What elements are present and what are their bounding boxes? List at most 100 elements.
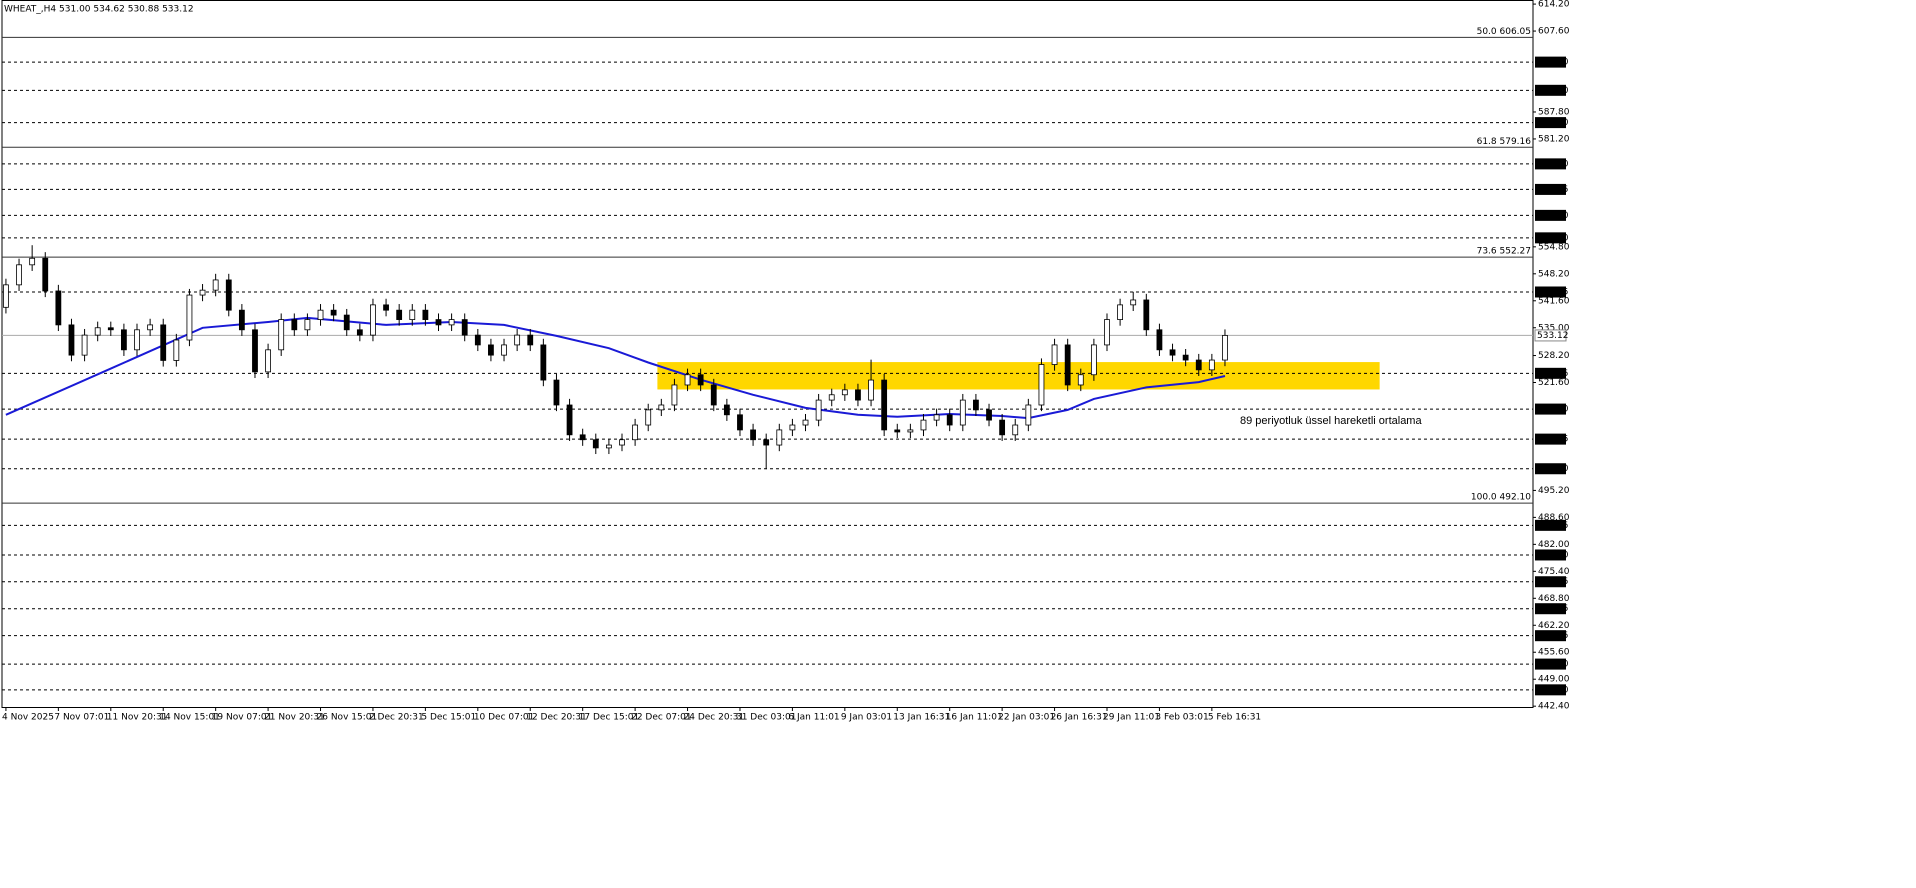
level-label-box: [1535, 630, 1566, 642]
candle-body: [1169, 349, 1176, 356]
y-tick-label: 554.80: [1538, 242, 1570, 252]
level-label: 543.75: [1537, 287, 1569, 297]
level-label: 500.50: [1537, 464, 1569, 474]
y-tick-label: 462.20: [1538, 621, 1570, 631]
x-tick-label: 29 Jan 11:01: [1103, 713, 1160, 723]
plot-frame: [1, 0, 1534, 708]
candle-body: [684, 374, 691, 386]
level-label: 593.10: [1537, 86, 1569, 96]
candle-body: [42, 257, 49, 292]
y-tick-label: 607.60: [1538, 27, 1570, 37]
y-tick-label: 482.00: [1538, 540, 1570, 550]
level-label-box: [1535, 286, 1566, 298]
candle-body: [461, 319, 468, 336]
candle-body: [737, 414, 743, 431]
candle-body: [697, 374, 704, 386]
candle-body: [238, 309, 245, 331]
level-label: 486.65: [1537, 521, 1569, 531]
candle-body: [1038, 364, 1045, 406]
y-tick-label: 442.40: [1538, 702, 1570, 712]
x-tick-label: 7 Nov 07:01: [54, 713, 109, 723]
candle-body: [212, 279, 219, 291]
level-label: 479.40: [1537, 550, 1569, 560]
candle-body: [1064, 344, 1071, 386]
candle-body: [422, 309, 429, 320]
candle-body: [776, 429, 783, 446]
y-tick-label: 548.20: [1538, 269, 1570, 279]
ema-line: [5, 316, 1226, 420]
x-tick-label: 24 Dec 20:31: [684, 713, 745, 723]
candle-body: [501, 344, 507, 356]
candle-body: [959, 399, 966, 426]
candle-body: [540, 344, 547, 381]
candle-body: [356, 329, 363, 336]
candle-body: [383, 304, 389, 311]
level-label-box: [1535, 158, 1566, 170]
candle-body: [317, 309, 324, 320]
candle-body: [225, 279, 232, 311]
level-label-box: [1535, 463, 1566, 475]
y-tick-label: 535.00: [1538, 323, 1570, 333]
level-label-box: [1535, 403, 1566, 415]
candle-body: [1130, 299, 1137, 306]
x-tick-label: 26 Jan 16:31: [1051, 713, 1108, 723]
level-label: 600.00: [1537, 58, 1569, 68]
level-label-box: [1535, 56, 1566, 68]
level-label-box: [1535, 549, 1566, 561]
fib-label: 73.6 552.27: [1477, 247, 1531, 257]
x-tick-label: 13 Jan 16:31: [893, 713, 950, 723]
candle-body: [81, 334, 88, 356]
candle-body: [671, 384, 678, 406]
candle-body: [199, 289, 206, 296]
candle-body: [828, 394, 835, 401]
x-tick-label: 16 Jan 11:01: [946, 713, 1003, 723]
candle-body: [291, 319, 298, 331]
candle-body: [488, 344, 494, 356]
x-tick-label: 2 Dec 20:31: [369, 713, 424, 723]
level-label: 568.85: [1537, 185, 1569, 195]
x-tick-label: 3 Feb 03:01: [1155, 713, 1208, 723]
candle-body: [763, 439, 770, 446]
candle-body: [933, 414, 940, 421]
candle-body: [3, 284, 9, 308]
candle-body: [566, 404, 573, 436]
level-label: 472.85: [1537, 577, 1569, 587]
candle-body: [868, 379, 874, 401]
candle-body: [1104, 319, 1110, 346]
y-tick-label: 581.20: [1538, 134, 1570, 144]
level-label: 562.50: [1537, 211, 1569, 221]
candle-body: [973, 399, 979, 411]
candle-body: [134, 329, 140, 351]
candle-body: [855, 389, 861, 401]
candle-body: [1208, 359, 1215, 371]
level-label: 466.25: [1537, 604, 1569, 614]
candle-body: [278, 319, 285, 351]
level-label-box: [1535, 684, 1566, 696]
candle-body: [121, 329, 127, 351]
candle-body: [553, 379, 560, 406]
candle-body: [999, 419, 1006, 436]
x-tick-label: 26 Nov 15:01: [317, 713, 378, 723]
y-tick-label: 455.60: [1538, 648, 1570, 658]
candle-body: [881, 379, 888, 431]
level-label: 452.70: [1537, 660, 1569, 670]
candle-body: [1051, 344, 1058, 365]
candle-body: [409, 309, 416, 320]
level-label: 515.10: [1537, 405, 1569, 415]
candle-body: [1156, 329, 1163, 351]
candle-body: [16, 264, 22, 286]
candle-body: [920, 419, 927, 431]
candle-body: [252, 329, 258, 373]
candle-body: [802, 419, 809, 426]
candle-body: [265, 349, 271, 373]
level-label-box: [1535, 519, 1566, 531]
x-tick-label: 6 Jan 11:01: [788, 713, 839, 723]
x-tick-label: 14 Nov 15:01: [159, 713, 220, 723]
y-tick-label: 475.40: [1538, 567, 1570, 577]
x-tick-label: 21 Nov 20:31: [264, 713, 325, 723]
y-tick-label: 488.60: [1538, 513, 1570, 523]
y-tick-label: 468.80: [1538, 594, 1570, 604]
